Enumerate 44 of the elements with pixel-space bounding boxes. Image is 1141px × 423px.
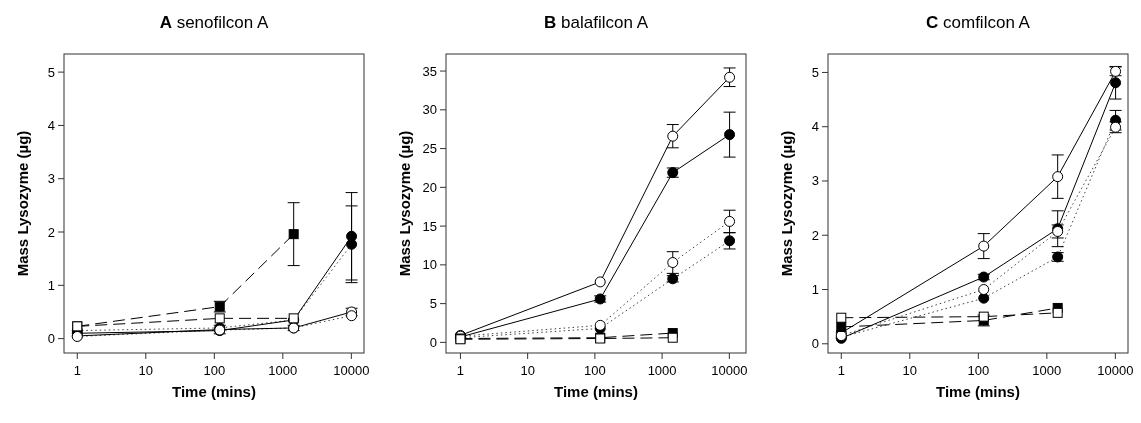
chart-title: A senofilcon A: [159, 13, 269, 32]
y-tick-label: 20: [422, 179, 437, 195]
x-tick-label: 100: [584, 363, 606, 378]
y-axis-title: Mass Lysozyme (µg): [778, 130, 795, 277]
x-tick-label: 1000: [268, 363, 298, 378]
x-tick-label: 10000: [711, 363, 748, 378]
x-tick-label: 10000: [333, 363, 370, 378]
x-axis-title: Time (mins): [936, 383, 1020, 400]
x-tick-label: 1: [456, 363, 465, 378]
x-axis-title: Time (mins): [172, 383, 256, 400]
x-tick-label: 1000: [647, 363, 677, 378]
x-axis-title: Time (mins): [554, 383, 638, 400]
y-tick-label: 30: [422, 102, 437, 118]
y-tick-label: 0: [811, 336, 819, 352]
y-tick-label: 3: [47, 171, 55, 187]
y-tick-label: 5: [429, 296, 437, 312]
x-tick-label: 1: [837, 363, 845, 378]
x-tick-label: 1000: [1032, 363, 1062, 378]
x-tick-label: 100: [967, 363, 990, 378]
y-axis-title: Mass Lysozyme (µg): [14, 130, 31, 277]
x-tick-label: 1: [73, 363, 81, 378]
y-tick-label: 2: [811, 227, 819, 243]
y-axis-title: Mass Lysozyme (µg): [396, 130, 413, 277]
y-tick-label: 4: [811, 119, 819, 135]
y-tick-label: 15: [422, 218, 437, 234]
y-tick-label: 3: [811, 173, 819, 189]
x-tick-label: 10: [902, 363, 918, 378]
y-tick-label: 4: [47, 117, 55, 133]
y-tick-label: 35: [422, 63, 437, 79]
x-tick-label: 10: [138, 363, 154, 378]
y-tick-label: 5: [47, 64, 55, 80]
chart-title: C comfilcon A: [926, 13, 1031, 32]
x-tick-label: 100: [203, 363, 226, 378]
y-tick-label: 10: [422, 257, 437, 273]
chart-title: B balafilcon A: [544, 13, 649, 32]
y-tick-label: 2: [47, 224, 55, 240]
y-tick-label: 5: [811, 64, 819, 80]
y-tick-label: 1: [47, 277, 55, 293]
x-tick-label: 10000: [1097, 363, 1134, 378]
y-tick-label: 1: [811, 282, 819, 298]
y-tick-label: 0: [47, 331, 55, 347]
y-tick-label: 0: [429, 334, 437, 350]
x-tick-label: 10: [520, 363, 535, 378]
y-tick-label: 25: [422, 141, 437, 157]
